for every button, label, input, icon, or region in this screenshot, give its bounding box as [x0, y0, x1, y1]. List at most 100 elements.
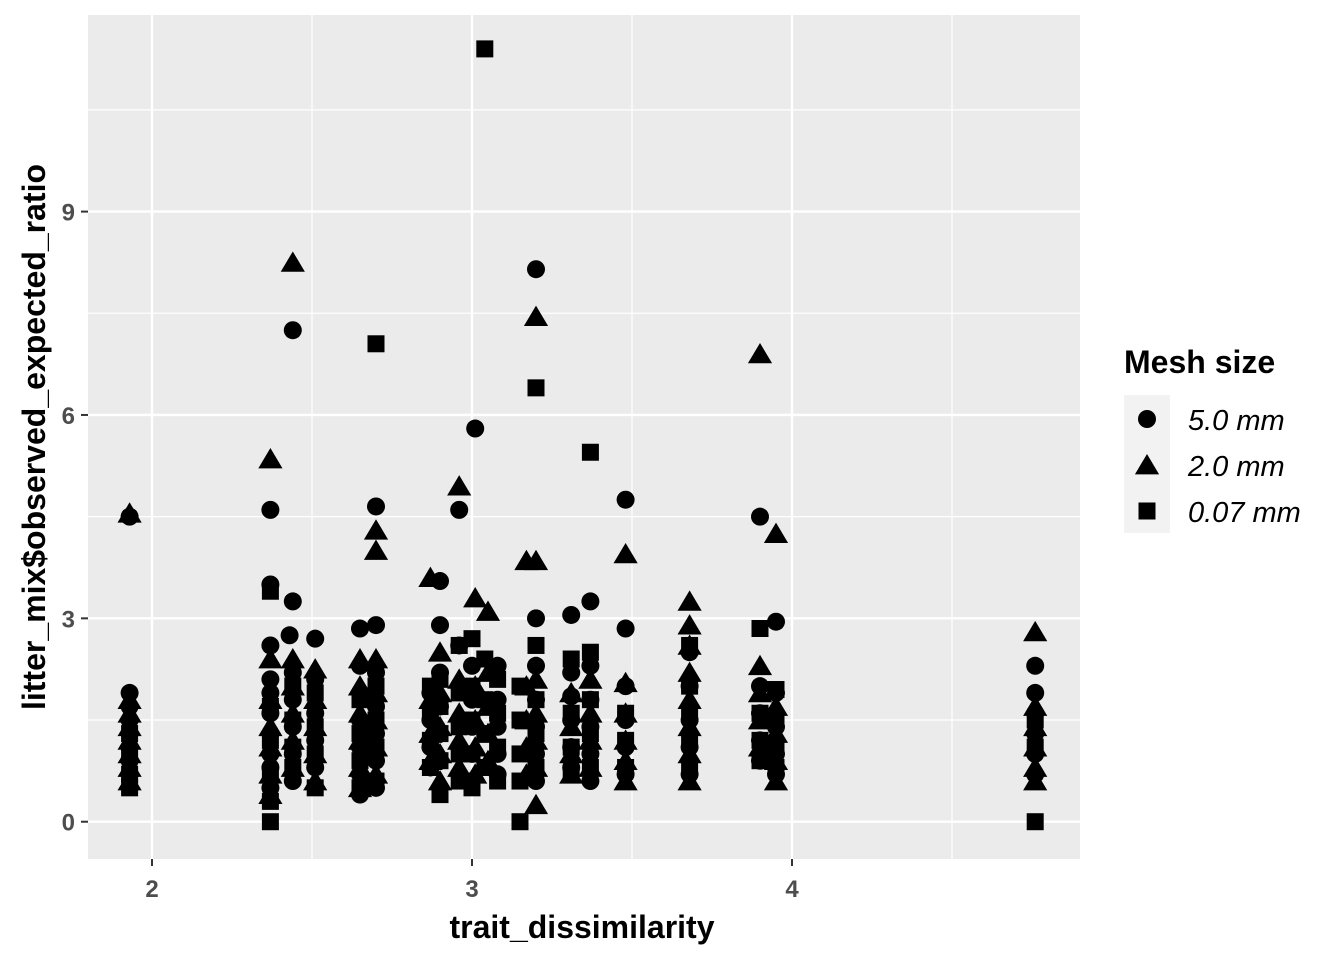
data-point — [677, 614, 702, 635]
data-point — [578, 702, 603, 723]
data-point — [351, 752, 369, 770]
data-point — [677, 661, 702, 682]
data-point — [347, 702, 373, 723]
data-point — [431, 786, 449, 804]
data-point — [261, 731, 279, 749]
data-point — [463, 779, 481, 797]
data-point — [261, 582, 279, 600]
data-point — [1023, 620, 1048, 642]
x-tick-label: 2 — [145, 876, 158, 903]
data-point — [306, 718, 324, 736]
y-tick-label: 0 — [62, 810, 75, 837]
data-point — [527, 656, 545, 675]
data-point — [306, 779, 324, 797]
data-point — [527, 636, 545, 654]
data-point — [527, 691, 545, 709]
y-tick-labels: 0 3 6 9 — [62, 200, 75, 837]
data-point — [562, 650, 580, 668]
data-point — [578, 668, 603, 689]
data-point — [523, 793, 549, 815]
data-point — [523, 305, 549, 327]
data-point — [767, 681, 785, 699]
data-point — [617, 758, 635, 776]
data-point — [447, 729, 472, 750]
data-point — [527, 609, 545, 628]
data-point — [463, 630, 481, 648]
data-point — [476, 650, 494, 668]
legend-label-007mm: 0.07 mm — [1188, 497, 1301, 529]
data-point — [581, 725, 599, 743]
data-point — [427, 641, 453, 662]
data-point — [763, 695, 789, 716]
grid-major — [88, 15, 1080, 859]
data-point — [562, 663, 581, 682]
data-point — [450, 636, 468, 654]
data-point — [367, 335, 385, 353]
data-point — [463, 745, 481, 763]
data-point — [261, 813, 279, 831]
data-point — [677, 715, 702, 737]
data-point — [463, 677, 481, 695]
data-point — [280, 251, 305, 272]
data-point — [367, 711, 385, 729]
data-point — [523, 668, 549, 689]
data-point — [511, 677, 529, 695]
legend-label-5mm: 5.0 mm — [1188, 405, 1285, 437]
legend-keys — [1124, 395, 1170, 533]
data-point — [351, 779, 369, 797]
data-point — [476, 691, 494, 709]
data-point — [475, 600, 501, 621]
data-point — [617, 731, 635, 749]
data-points — [117, 40, 1048, 831]
data-point — [121, 765, 139, 783]
data-point — [347, 675, 373, 696]
data-point — [527, 758, 545, 776]
data-point — [751, 620, 769, 638]
data-point — [463, 587, 488, 608]
data-point — [121, 725, 139, 743]
data-point — [489, 772, 507, 790]
data-point — [450, 500, 469, 519]
data-point — [562, 765, 580, 783]
data-point — [1026, 711, 1044, 729]
data-point — [562, 738, 580, 756]
data-point — [616, 490, 635, 509]
data-point — [747, 681, 773, 703]
data-point — [562, 704, 580, 722]
legend-key-triangle — [1134, 454, 1160, 475]
data-point — [431, 725, 449, 743]
y-tick-label: 6 — [62, 403, 75, 430]
data-point — [489, 670, 507, 688]
data-point — [431, 752, 449, 770]
data-point — [284, 738, 302, 756]
data-point — [117, 688, 142, 710]
data-point — [463, 763, 488, 784]
data-point — [763, 522, 789, 543]
data-point — [581, 656, 600, 675]
data-point — [581, 691, 599, 709]
data-point — [450, 745, 468, 763]
data-point — [363, 539, 389, 560]
data-point — [258, 715, 283, 737]
data-point — [463, 711, 481, 729]
data-point — [767, 738, 785, 756]
data-point — [280, 626, 299, 645]
data-point — [121, 779, 139, 797]
data-point — [681, 704, 699, 722]
data-point — [527, 725, 545, 743]
data-point — [747, 342, 773, 364]
data-point — [511, 711, 529, 729]
data-point — [581, 443, 599, 461]
data-point — [763, 722, 789, 743]
data-point — [367, 772, 385, 790]
data-point — [767, 711, 785, 729]
data-point — [367, 738, 385, 756]
data-point — [511, 772, 529, 790]
data-point — [763, 770, 789, 791]
data-point — [559, 681, 584, 703]
data-point — [1023, 756, 1048, 777]
data-point — [363, 648, 389, 669]
data-point — [431, 697, 449, 715]
data-point — [751, 704, 769, 722]
